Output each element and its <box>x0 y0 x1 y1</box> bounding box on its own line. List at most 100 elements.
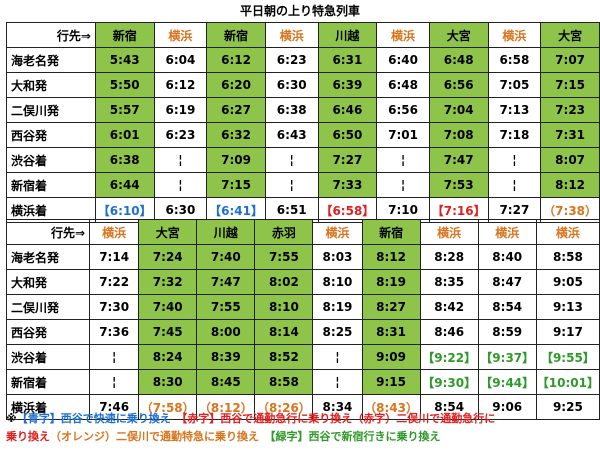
time-cell: 6:12 <box>206 47 266 73</box>
table-row: 二俣川発 7:30 7:40 7:55 8:10 8:19 8:27 8:42 8:54 9:13 <box>5 294 600 320</box>
time-cell: 8:02 <box>254 269 314 295</box>
time-cell: 7:27 <box>317 147 378 173</box>
time-cell: （7:38） <box>540 197 600 223</box>
time-cell: 8:00 <box>196 319 256 345</box>
time-cell: 6:44 <box>94 172 155 198</box>
station-label: 新宿着 <box>6 172 96 198</box>
legend-green-key: 【緑字】 <box>270 430 309 443</box>
table-row: 横浜着 7:46 （7:58） （8:12） （8:26） 8:34 （8:43） 8:54 9… <box>5 394 600 420</box>
time-cell: 8:58 <box>254 369 314 395</box>
table-row: 渋谷着 6:38 ¦ 7:09 ¦ 7:27 ¦ 7:47 ¦ 8:07 <box>6 147 600 173</box>
destination-cell: 新宿 <box>206 22 266 48</box>
time-cell: 8:52 <box>254 344 314 370</box>
time-cell: 7:24 <box>138 244 198 270</box>
table-row: 大和発 5:50 6:12 6:20 6:30 6:39 6:48 6:56 7:05 7:15 <box>6 72 600 98</box>
time-cell: 6:23 <box>264 47 319 73</box>
station-label: 渋谷着 <box>6 147 96 173</box>
time-cell: 7:09 <box>206 147 266 173</box>
time-cell: 7:13 <box>487 97 542 123</box>
table-row: 新宿着 6:44 ¦ 7:15 ¦ 7:33 ¦ 7:53 ¦ 8:12 <box>6 172 600 198</box>
time-cell: 7:15 <box>540 72 600 98</box>
destination-row: 行先⇒ 新宿 横浜 新宿 横浜 川越 横浜 大宮 横浜 大宮 <box>6 22 600 48</box>
legend-red-key: 【赤字】 <box>181 412 221 425</box>
destination-header-label: 行先⇒ <box>6 22 96 48</box>
time-cell: 6:27 <box>206 97 266 123</box>
destination-header-label: 行先⇒ <box>5 219 91 245</box>
time-cell: 8:42 <box>419 294 479 320</box>
time-cell: 6:40 <box>376 47 430 73</box>
time-cell: 6:48 <box>376 72 430 98</box>
time-cell: 5:57 <box>94 97 155 123</box>
destination-cell: 川越 <box>196 219 256 245</box>
time-cell: 8:46 <box>419 319 479 345</box>
time-cell: 7:46 <box>89 394 140 420</box>
time-cell: 5:43 <box>94 47 155 73</box>
destination-cell: 横浜 <box>264 22 319 48</box>
legend-green-text: 西谷で新宿行きに乗り換え <box>308 430 441 443</box>
destination-cell: 横浜 <box>153 22 208 48</box>
time-cell: 7:55 <box>254 244 314 270</box>
time-cell: 6:19 <box>153 97 208 123</box>
time-cell: （8:12） <box>196 394 256 420</box>
time-cell: 7:36 <box>89 319 140 345</box>
legend-orange-text: （オレンジ）二俣川で通勤特急に乗り換え <box>50 430 270 443</box>
time-cell: 6:38 <box>264 97 319 123</box>
time-cell: 7:10 <box>376 197 430 223</box>
time-cell: ¦ <box>487 147 542 173</box>
destination-cell: 横浜 <box>477 219 537 245</box>
table-row: 二俣川発 5:57 6:19 6:27 6:38 6:46 6:56 7:04 7:13 7:23 <box>6 97 600 123</box>
destination-cell: 横浜 <box>535 219 600 245</box>
table-row: 海老名発 5:43 6:04 6:12 6:23 6:31 6:40 6:48 6:58 7:07 <box>6 47 600 73</box>
timetable-lower: 行先⇒ 横浜 大宮 川越 赤羽 横浜 新宿 横浜 横浜 横浜 海老名発 7:14 7:24 7:40 7:5… <box>5 219 600 420</box>
time-cell: 6:58 <box>487 47 542 73</box>
time-cell: 8:58 <box>535 244 600 270</box>
time-cell: 7:27 <box>487 197 542 223</box>
time-cell: 8:10 <box>254 294 314 320</box>
station-label: 渋谷着 <box>5 344 91 370</box>
destination-cell: 赤羽 <box>254 219 314 245</box>
time-cell: ¦ <box>264 147 319 173</box>
table-row: 渋谷着 ¦ 8:24 8:39 8:52 ¦ 9:09 【9:22】 【9:37】 【9:55】 <box>5 344 600 370</box>
time-cell: ¦ <box>153 147 208 173</box>
time-cell: 8:45 <box>196 369 256 395</box>
time-cell: 8:27 <box>361 294 421 320</box>
destination-row: 行先⇒ 横浜 大宮 川越 赤羽 横浜 新宿 横浜 横浜 横浜 <box>5 219 600 245</box>
time-cell: 8:10 <box>312 269 363 295</box>
time-cell: 【6:10】 <box>94 197 155 223</box>
time-cell: ¦ <box>312 369 363 395</box>
time-cell: ¦ <box>264 172 319 198</box>
time-cell: 6:39 <box>317 72 378 98</box>
destination-cell: 横浜 <box>89 219 140 245</box>
time-cell: 6:01 <box>94 122 155 148</box>
time-cell: 【9:30】 <box>419 369 479 395</box>
table-row: 西谷発 7:36 7:45 8:00 8:14 8:25 8:31 8:46 8:59 9:17 <box>5 319 600 345</box>
time-cell: ¦ <box>89 344 140 370</box>
time-cell: 【7:16】 <box>428 197 489 223</box>
time-cell: ¦ <box>89 369 140 395</box>
time-cell: （8:43） <box>361 394 421 420</box>
time-cell: 9:09 <box>361 344 421 370</box>
time-cell: ¦ <box>376 147 430 173</box>
time-cell: 7:01 <box>376 122 430 148</box>
time-cell: 6:46 <box>317 97 378 123</box>
destination-cell: 大宮 <box>138 219 198 245</box>
time-cell: 7:04 <box>428 97 489 123</box>
legend-red-text: 西谷で通勤急行に乗り換え（赤字）二俣川で通勤急行に <box>220 412 496 425</box>
time-cell: 7:08 <box>428 122 489 148</box>
station-label: 西谷発 <box>5 319 91 345</box>
time-cell: 8:25 <box>312 319 363 345</box>
time-cell: 6:50 <box>317 122 378 148</box>
time-cell: 7:40 <box>196 244 256 270</box>
time-cell: 7:47 <box>428 147 489 173</box>
time-cell: 6:23 <box>153 122 208 148</box>
time-cell: 8:19 <box>361 269 421 295</box>
time-cell: 6:30 <box>264 72 319 98</box>
time-cell: 7:40 <box>138 294 198 320</box>
time-cell: 8:54 <box>419 394 479 420</box>
time-cell: 8:03 <box>312 244 363 270</box>
time-cell: 7:23 <box>540 97 600 123</box>
table-row: 大和発 7:22 7:32 7:47 8:02 8:10 8:19 8:35 8:47 9:05 <box>5 269 600 295</box>
time-cell: 8:07 <box>540 147 600 173</box>
time-cell: 8:19 <box>312 294 363 320</box>
time-cell: 9:06 <box>477 394 537 420</box>
